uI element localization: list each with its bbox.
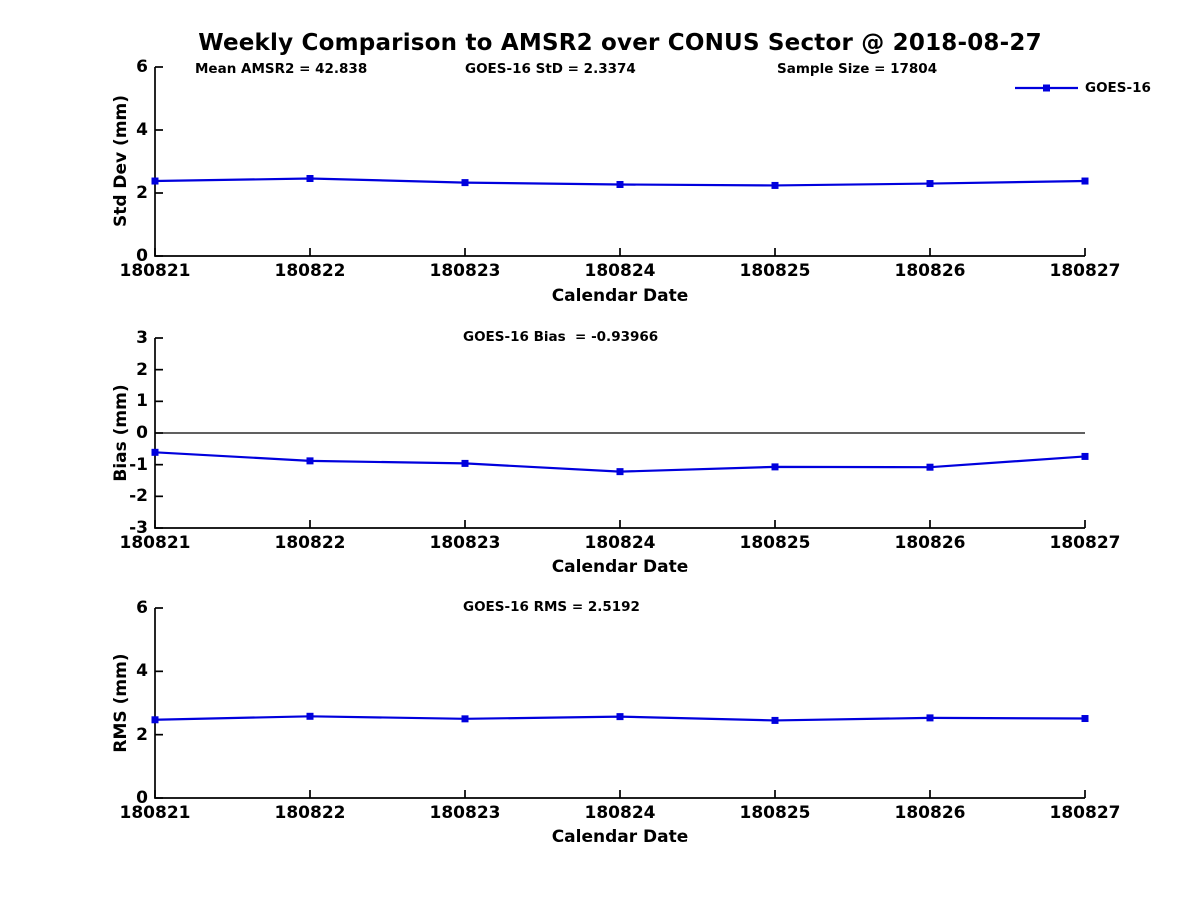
x-tick-label: 180826 [894, 533, 966, 553]
data-point-marker [926, 463, 934, 471]
x-tick-label: 180821 [119, 533, 191, 553]
data-point-marker [461, 459, 469, 467]
data-point-marker [461, 179, 469, 187]
legend-label: GOES-16 [1085, 80, 1151, 96]
std-dev-x-axis-label: Calendar Date [551, 286, 689, 306]
x-tick-label: 180822 [274, 261, 346, 281]
std-dev-y-axis-label: Std Dev (mm) [111, 94, 131, 228]
y-tick-label: 4 [136, 661, 148, 681]
x-tick-label: 180823 [429, 803, 501, 823]
x-tick-label: 180827 [1049, 261, 1121, 281]
y-tick-label: 0 [136, 788, 148, 808]
data-point-marker [306, 712, 314, 720]
x-tick-label: 180821 [119, 803, 191, 823]
y-tick-label: 3 [136, 328, 148, 348]
x-tick-label: 180826 [894, 803, 966, 823]
y-tick-label: -3 [129, 518, 148, 538]
y-tick-label: 2 [136, 725, 148, 745]
y-tick-label: 0 [136, 423, 148, 443]
data-point-marker [151, 448, 159, 456]
data-point-marker [926, 714, 934, 722]
y-tick-label: 4 [136, 120, 148, 140]
data-point-marker [616, 713, 624, 721]
annotation-goes16-std: GOES-16 StD = 2.3374 [465, 61, 636, 77]
y-tick-label: 6 [136, 57, 148, 77]
x-tick-label: 180824 [584, 261, 656, 281]
x-tick-label: 180825 [739, 533, 811, 553]
data-point-marker [616, 468, 624, 476]
x-tick-label: 180821 [119, 261, 191, 281]
x-tick-label: 180824 [584, 533, 656, 553]
x-tick-label: 180823 [429, 261, 501, 281]
y-tick-label: -1 [129, 455, 148, 475]
x-tick-label: 180827 [1049, 803, 1121, 823]
x-tick-label: 180824 [584, 803, 656, 823]
annotation-mean-amsr2: Mean AMSR2 = 42.838 [195, 61, 368, 77]
data-point-marker [771, 181, 779, 189]
annotation-sample-size: Sample Size = 17804 [777, 61, 938, 77]
page-title: Weekly Comparison to AMSR2 over CONUS Se… [198, 30, 1042, 56]
data-point-marker [151, 177, 159, 185]
y-tick-label: 2 [136, 360, 148, 380]
x-tick-label: 180825 [739, 261, 811, 281]
data-point-marker [461, 715, 469, 723]
x-tick-label: 180822 [274, 533, 346, 553]
chart-2-axes [154, 608, 1085, 799]
y-tick-label: 2 [136, 183, 148, 203]
data-point-marker [771, 716, 779, 724]
data-point-marker [306, 457, 314, 465]
y-tick-label: 0 [136, 246, 148, 266]
data-point-marker [151, 716, 159, 724]
annotation-goes16-rms: GOES-16 RMS = 2.5192 [463, 599, 640, 615]
legend-marker [1043, 84, 1050, 92]
data-point-marker [306, 175, 314, 183]
x-tick-label: 180826 [894, 261, 966, 281]
data-point-marker [1081, 715, 1089, 723]
x-tick-label: 180822 [274, 803, 346, 823]
y-tick-label: 1 [136, 391, 148, 411]
rms-y-axis-label: RMS (mm) [111, 653, 131, 753]
x-tick-label: 180823 [429, 533, 501, 553]
bias-x-axis-label: Calendar Date [551, 557, 689, 577]
chart-0-axes [154, 67, 1085, 257]
x-tick-label: 180827 [1049, 533, 1121, 553]
data-point-marker [771, 463, 779, 471]
y-tick-label: -2 [129, 486, 148, 506]
data-point-marker [1081, 177, 1089, 185]
data-point-marker [616, 180, 624, 188]
data-point-marker [1081, 452, 1089, 460]
x-tick-label: 180825 [739, 803, 811, 823]
data-point-marker [926, 180, 934, 188]
y-tick-label: 6 [136, 598, 148, 618]
rms-x-axis-label: Calendar Date [551, 827, 689, 847]
annotation-goes16-bias: GOES-16 Bias = -0.93966 [463, 329, 659, 345]
